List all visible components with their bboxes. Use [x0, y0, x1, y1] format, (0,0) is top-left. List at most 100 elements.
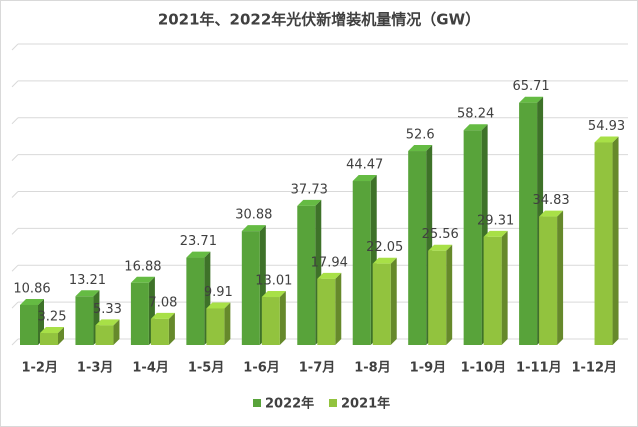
bar: [75, 296, 94, 345]
bar: [206, 308, 225, 345]
bar-top: [408, 145, 433, 152]
value-label: 30.88: [235, 208, 272, 223]
bar-top: [75, 290, 100, 297]
value-label: 34.83: [532, 193, 569, 208]
bar-top: [206, 302, 231, 309]
bar-top: [261, 291, 286, 298]
x-tick-label: 1-4月: [132, 361, 169, 376]
grid-line-depth: [11, 80, 19, 88]
value-label: 7.08: [148, 295, 177, 310]
legend-label: 2022年: [265, 396, 314, 412]
bar: [594, 142, 613, 345]
bar-top: [95, 319, 120, 326]
bar: [539, 216, 558, 345]
bar-top: [130, 276, 155, 283]
bar-side: [113, 319, 120, 345]
bar-side: [446, 244, 453, 345]
value-label: 13.01: [255, 274, 292, 289]
value-label: 17.94: [311, 255, 348, 270]
bar: [261, 297, 280, 345]
bar: [186, 257, 205, 345]
x-tick-label: 1-5月: [188, 361, 225, 376]
bar-top: [428, 244, 453, 251]
legend-swatch: [329, 399, 337, 407]
x-tick-label: 1-12月: [571, 361, 617, 376]
value-label: 23.71: [180, 234, 217, 249]
bar-top: [519, 96, 544, 103]
value-label: 3.25: [38, 310, 67, 325]
grid-line-depth: [11, 43, 19, 51]
bar-top: [352, 175, 377, 182]
bar-top: [463, 124, 488, 131]
value-label: 52.6: [406, 128, 435, 143]
x-tick-label: 1-6月: [243, 361, 280, 376]
bar-top: [297, 199, 322, 206]
value-label: 29.31: [477, 213, 514, 228]
grid-line-depth: [11, 264, 19, 272]
bar-side: [224, 302, 231, 345]
bar-side: [279, 291, 286, 345]
grid-line-depth: [11, 117, 19, 125]
bar-top: [241, 225, 266, 232]
value-label: 22.05: [366, 240, 403, 255]
bar-side: [612, 136, 619, 345]
bar-top: [317, 272, 342, 279]
value-label: 37.73: [291, 182, 328, 197]
bar-side: [335, 272, 342, 345]
bar-top: [483, 230, 508, 237]
value-label: 5.33: [93, 302, 122, 317]
x-tick-label: 1-2月: [21, 361, 58, 376]
bar: [463, 130, 482, 345]
bar-side: [390, 257, 397, 345]
x-tick-label: 1-9月: [410, 361, 447, 376]
bar: [372, 263, 391, 345]
grid-line-depth: [11, 154, 19, 161]
bar-side: [58, 327, 64, 345]
legend-swatch: [253, 399, 261, 407]
bar-top: [539, 210, 564, 217]
x-tick-label: 1-11月: [516, 361, 562, 376]
value-label: 44.47: [346, 158, 383, 173]
bar-top: [20, 298, 44, 305]
grid-line-depth: [11, 191, 19, 198]
bar: [95, 325, 114, 345]
value-label: 16.88: [124, 259, 161, 274]
grid-line-depth: [11, 301, 19, 309]
value-label: 10.86: [13, 281, 50, 296]
bar-top: [372, 257, 397, 264]
bar-top: [150, 312, 175, 319]
bar: [428, 250, 447, 345]
bar-top: [40, 327, 64, 334]
x-tick-label: 1-3月: [77, 361, 114, 376]
chart-title: 2021年、2022年光伏新增装机量情况（GW）: [158, 11, 480, 29]
bar: [241, 231, 260, 345]
bar: [130, 282, 149, 345]
bar: [483, 236, 502, 345]
bar: [352, 181, 371, 345]
bar-side: [557, 210, 564, 345]
value-label: 65.71: [512, 79, 549, 94]
x-tick-label: 1-10月: [461, 361, 507, 376]
grid-line-depth: [11, 338, 19, 346]
grid-line-depth: [11, 228, 19, 235]
bar: [150, 318, 169, 345]
bar: [40, 333, 58, 345]
legend-label: 2021年: [341, 396, 390, 412]
bar-top: [594, 136, 619, 143]
bar-top: [186, 251, 211, 258]
value-label: 58.24: [457, 107, 494, 122]
bar: [317, 278, 336, 345]
value-label: 54.93: [588, 119, 625, 134]
bar: [297, 205, 316, 345]
bar-side: [168, 312, 175, 345]
value-label: 25.56: [422, 227, 459, 242]
value-label: 13.21: [69, 273, 106, 288]
value-label: 9.91: [204, 285, 233, 300]
bar: [519, 102, 538, 346]
x-tick-label: 1-8月: [354, 361, 391, 376]
bar-side: [501, 230, 508, 345]
bar: [408, 151, 427, 345]
bar: [20, 304, 38, 345]
x-tick-label: 1-7月: [299, 361, 336, 376]
